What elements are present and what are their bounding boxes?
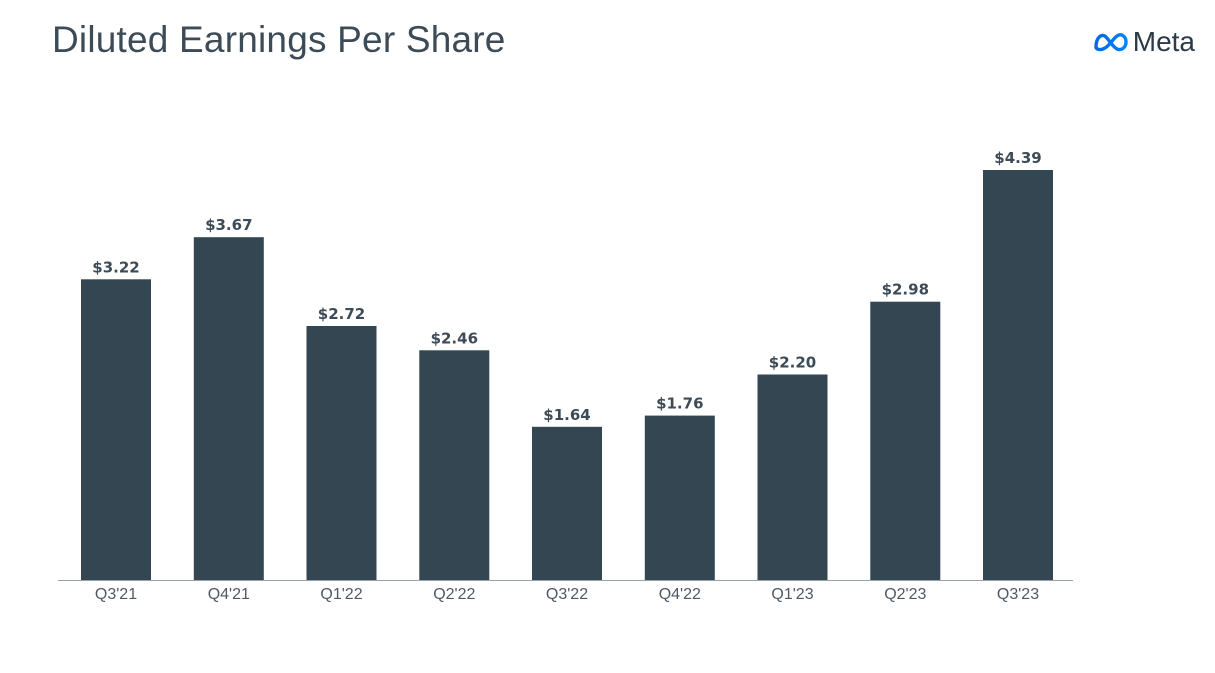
meta-infinity-icon: [1094, 33, 1128, 52]
x-tick-label: Q3'21: [95, 586, 137, 603]
x-tick-labels-group: Q3'21 Q4'21 Q1'22 Q2'22 Q3'22 Q4'22 Q1'23 Q2'23…: [95, 586, 1039, 603]
bar-Q1'23: [757, 374, 828, 580]
x-tick-label: Q3'22: [546, 586, 588, 603]
bar-value-label: $1.64: [543, 406, 590, 424]
bar-Q2'22: [419, 350, 490, 580]
bar-Q3'21: [81, 279, 151, 580]
bar-value-label: $3.67: [205, 216, 252, 234]
brand-logo: Meta: [1093, 26, 1195, 58]
brand-name: Meta: [1132, 26, 1195, 57]
x-tick-label: Q2'22: [433, 586, 475, 603]
bar-Q1'22: [306, 326, 377, 580]
bar-Q4'22: [644, 415, 715, 580]
bar-value-label: $4.39: [994, 149, 1041, 167]
x-tick-label: Q4'21: [208, 586, 250, 603]
bar-Q4'21: [193, 237, 264, 580]
bar-value-label: $2.98: [882, 281, 929, 299]
value-labels-group: $3.22 $3.67 $2.72 $2.46 $1.64 $1.76 $2.20 $2.98…: [92, 149, 1041, 424]
bar-value-label: $2.46: [431, 329, 478, 347]
bar-Q3'22: [532, 426, 602, 580]
x-tick-label: Q2'23: [884, 586, 926, 603]
bar-value-label: $2.72: [318, 305, 365, 323]
x-tick-label: Q1'22: [320, 586, 362, 603]
x-tick-label: Q3'23: [997, 586, 1039, 603]
bar-value-label: $2.20: [769, 354, 816, 372]
bars-group: [81, 170, 1053, 580]
bar-Q2'23: [870, 301, 941, 580]
bar-value-label: $1.76: [656, 395, 703, 413]
x-tick-label: Q1'23: [771, 586, 813, 603]
bar-Q3'23: [983, 170, 1053, 580]
x-tick-label: Q4'22: [659, 586, 701, 603]
bar-value-label: $3.22: [92, 258, 139, 276]
page-title: Diluted Earnings Per Share: [52, 19, 506, 60]
